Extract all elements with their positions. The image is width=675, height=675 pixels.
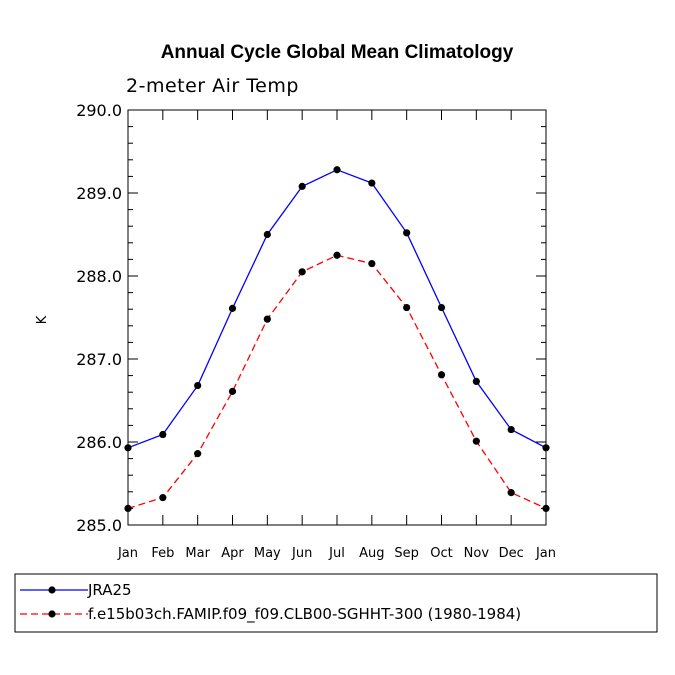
x-tick-label: Nov bbox=[464, 546, 490, 561]
data-point bbox=[194, 450, 202, 458]
series-group bbox=[124, 166, 550, 512]
data-point bbox=[298, 182, 306, 190]
data-point bbox=[124, 504, 132, 512]
data-point bbox=[194, 381, 202, 390]
data-point bbox=[368, 259, 376, 268]
legend-item-1: JRA25 bbox=[20, 581, 132, 599]
data-point bbox=[403, 229, 411, 237]
legend-marker bbox=[48, 610, 56, 618]
series-2 bbox=[124, 251, 550, 512]
data-point bbox=[333, 166, 341, 174]
data-point bbox=[159, 494, 167, 502]
x-tick-label: Apr bbox=[221, 546, 244, 561]
data-point bbox=[124, 444, 132, 452]
data-point bbox=[333, 251, 341, 259]
data-point bbox=[228, 304, 237, 312]
y-axis-label: K bbox=[35, 315, 50, 324]
y-tick-label: 290.0 bbox=[76, 101, 122, 120]
x-tick-label: Dec bbox=[499, 546, 524, 561]
x-tick-label: May bbox=[254, 546, 281, 561]
data-point bbox=[403, 303, 411, 312]
y-tick-labels: 285.0 286.0 287.0 288.0 289.0 290.0 bbox=[76, 101, 122, 535]
x-tick-label: Jan bbox=[535, 546, 556, 561]
x-tick-label: Jun bbox=[291, 546, 312, 561]
y-tick-label: 288.0 bbox=[76, 267, 122, 286]
x-tick-label: Feb bbox=[151, 546, 174, 561]
y-tick-label: 285.0 bbox=[76, 516, 122, 535]
data-point bbox=[159, 430, 167, 439]
x-tick-label: Sep bbox=[394, 546, 419, 561]
data-point bbox=[437, 303, 446, 312]
x-tick-label: Aug bbox=[359, 546, 384, 561]
series-1 bbox=[124, 166, 550, 452]
y-tick-label: 287.0 bbox=[76, 350, 122, 369]
data-point bbox=[228, 387, 237, 395]
chart-title: Annual Cycle Global Mean Climatology bbox=[161, 42, 514, 63]
data-point bbox=[298, 268, 306, 276]
data-point bbox=[263, 230, 271, 239]
x-tick-label: Oct bbox=[430, 546, 452, 561]
data-point bbox=[542, 504, 550, 512]
tick-marks bbox=[127, 109, 547, 526]
legend-box bbox=[14, 573, 658, 633]
y-tick-label: 286.0 bbox=[76, 433, 122, 452]
chart-subtitle: 2-meter Air Temp bbox=[126, 75, 299, 97]
legend-label: JRA25 bbox=[87, 581, 132, 599]
data-point bbox=[542, 444, 550, 452]
x-tick-labels: Jan Feb Mar Apr May Jun Jul Aug Sep Oct Nov Dec Jan bbox=[117, 546, 556, 561]
data-point bbox=[472, 377, 480, 386]
data-point bbox=[263, 315, 271, 323]
x-tick-label: Mar bbox=[185, 546, 210, 561]
data-point bbox=[437, 371, 446, 379]
data-point bbox=[368, 179, 376, 187]
legend-marker bbox=[48, 586, 56, 594]
legend-label: f.e15b03ch.FAMIP.f09_f09.CLB00-SGHHT-300… bbox=[88, 605, 521, 624]
x-tick-label: Jul bbox=[328, 546, 345, 561]
data-point bbox=[507, 425, 515, 434]
data-point bbox=[507, 489, 515, 497]
y-tick-label: 289.0 bbox=[76, 184, 122, 203]
legend: JRA25 f.e15b03ch.FAMIP.f09_f09.CLB00-SGHH… bbox=[20, 581, 521, 624]
data-point bbox=[472, 437, 480, 445]
x-tick-label: Jan bbox=[117, 546, 138, 561]
legend-item-2: f.e15b03ch.FAMIP.f09_f09.CLB00-SGHHT-300… bbox=[20, 605, 521, 624]
